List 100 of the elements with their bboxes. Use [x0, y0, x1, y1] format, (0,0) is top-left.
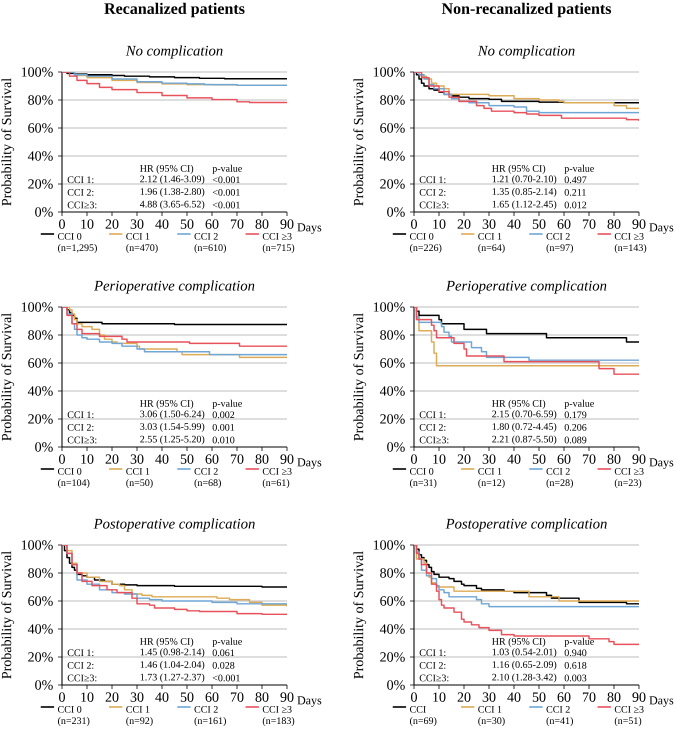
- annotation: CCI≥3:: [420, 202, 448, 208]
- y-tick-label: 0%: [387, 680, 405, 690]
- legend-label: CCI 0 (n=226): [410, 232, 442, 254]
- annotation: 1.16 (0.65-2.09): [492, 660, 556, 670]
- annotation: 0.012: [564, 202, 586, 208]
- x-tick-label: 30: [130, 454, 144, 464]
- y-tick-label: 80%: [28, 330, 53, 340]
- annotation: p-value: [212, 164, 242, 174]
- annotation: CCI≥3:: [68, 674, 96, 682]
- annotation: CCI 1:: [68, 176, 94, 184]
- x-tick-label: 30: [130, 219, 144, 229]
- x-tick-label: 30: [130, 692, 144, 702]
- x-tick-label: 40: [155, 692, 168, 702]
- y-tick-label: 100%: [374, 540, 405, 550]
- y-tick-label: 80%: [28, 95, 53, 105]
- annotation: 0.618: [564, 662, 586, 669]
- y-tick-label: 60%: [380, 123, 405, 133]
- y-tick-label: 40%: [28, 151, 53, 161]
- y-tick-label: 100%: [374, 67, 405, 77]
- legend-label: CCI 2 (n=68): [194, 468, 221, 488]
- annotation: 0.002: [212, 411, 234, 418]
- annotation: CCI 2:: [420, 662, 446, 669]
- annotation: CCI≥3:: [420, 436, 448, 444]
- annotation: CCI 1:: [420, 176, 446, 184]
- legend-label: CCI 1 (n=92): [126, 706, 153, 726]
- x-tick-label: 0: [59, 219, 65, 229]
- chart-title: Postoperative complication: [446, 518, 607, 532]
- y-tick-label: 80%: [380, 95, 405, 105]
- annotation: HR (95% CI): [140, 164, 194, 174]
- y-tick-label: 60%: [28, 358, 53, 368]
- annotation: p-value: [564, 638, 594, 647]
- x-axis-title: Days: [297, 458, 322, 469]
- legend-label: CCI 2 (n=610): [194, 233, 226, 254]
- y-tick-label: 20%: [28, 652, 53, 662]
- x-axis-title: Days: [649, 696, 674, 707]
- legend-label: CCI ≥3 (n=143): [614, 233, 646, 254]
- y-tick-label: 20%: [380, 652, 405, 662]
- annotation: p-value: [212, 400, 242, 409]
- y-tick-label: 60%: [28, 596, 53, 606]
- legend-label: CCI ≥3 (n=183): [262, 706, 294, 726]
- chart-title: Perioperative complication: [94, 280, 254, 294]
- legend-label: CCI 1 (n=470): [126, 233, 158, 254]
- x-tick-label: 80: [256, 454, 268, 464]
- y-tick-label: 60%: [28, 123, 53, 133]
- y-tick-label: 20%: [28, 179, 53, 189]
- annotation: 2.55 (1.25-5.20): [140, 435, 204, 445]
- y-tick-label: 20%: [380, 414, 405, 424]
- y-axis-title: Probability of Survival: [1, 313, 14, 441]
- x-tick-label: 60: [558, 219, 570, 229]
- legend-label: CCI 0 (n=1,295): [58, 232, 97, 254]
- y-axis-title: Probability of Survival: [1, 78, 14, 206]
- annotation: CCI 1:: [68, 411, 94, 418]
- x-tick-label: 20: [458, 219, 470, 229]
- y-tick-label: 0%: [387, 442, 405, 452]
- x-tick-label: 60: [558, 692, 570, 702]
- x-tick-label: 40: [155, 454, 168, 464]
- x-tick-label: 0: [411, 692, 417, 702]
- x-tick-label: 30: [482, 219, 496, 229]
- y-tick-label: 0%: [35, 680, 53, 690]
- annotation: HR (95% CI): [492, 164, 546, 174]
- x-tick-label: 50: [532, 692, 546, 702]
- y-axis-title: Probability of Survival: [1, 551, 14, 679]
- x-tick-label: 20: [458, 454, 470, 464]
- annotation: p-value: [564, 164, 594, 174]
- annotation: CCI 1:: [420, 649, 446, 656]
- annotation: 3.03 (1.54-5.99): [140, 422, 204, 432]
- y-tick-label: 40%: [380, 386, 405, 396]
- x-axis-title: Days: [297, 696, 322, 707]
- x-tick-label: 10: [433, 692, 446, 702]
- x-tick-label: 10: [81, 454, 94, 464]
- x-tick-label: 20: [106, 454, 118, 464]
- x-tick-label: 50: [180, 454, 194, 464]
- x-tick-label: 90: [280, 219, 294, 229]
- x-tick-label: 40: [507, 219, 520, 229]
- legend-label: CCI 1 (n=64): [478, 233, 505, 254]
- annotation: CCI≥3:: [68, 436, 96, 444]
- x-tick-label: 70: [230, 692, 244, 702]
- x-tick-label: 20: [106, 219, 118, 229]
- annotation: 1.80 (0.72-4.45): [492, 422, 556, 432]
- y-tick-label: 40%: [380, 624, 405, 634]
- annotation: CCI≥3:: [420, 674, 448, 682]
- annotation: <0.001: [212, 176, 240, 184]
- legend-label: CCI 1 (n=12): [478, 468, 505, 488]
- y-tick-label: 100%: [22, 540, 53, 550]
- legend-label: CCI 1 (n=50): [126, 468, 153, 488]
- x-tick-label: 10: [81, 692, 94, 702]
- legend-label: CCI (n=69): [410, 706, 436, 726]
- x-tick-label: 40: [507, 692, 520, 702]
- x-axis-title: Days: [297, 223, 322, 234]
- y-axis-title: Probability of Survival: [353, 313, 366, 441]
- chart-title: Perioperative complication: [446, 280, 606, 294]
- x-tick-label: 0: [59, 454, 65, 464]
- annotation: CCI 2:: [420, 189, 446, 196]
- annotation: 3.06 (1.50-6.24): [140, 410, 204, 420]
- y-tick-label: 0%: [35, 207, 53, 217]
- annotation: CCI 1:: [68, 649, 94, 656]
- legend-label: CCI 1 (n=30): [478, 706, 505, 726]
- x-axis-title: Days: [649, 223, 674, 234]
- x-tick-label: 50: [532, 454, 546, 464]
- annotation: 1.46 (1.04-2.04): [140, 660, 204, 670]
